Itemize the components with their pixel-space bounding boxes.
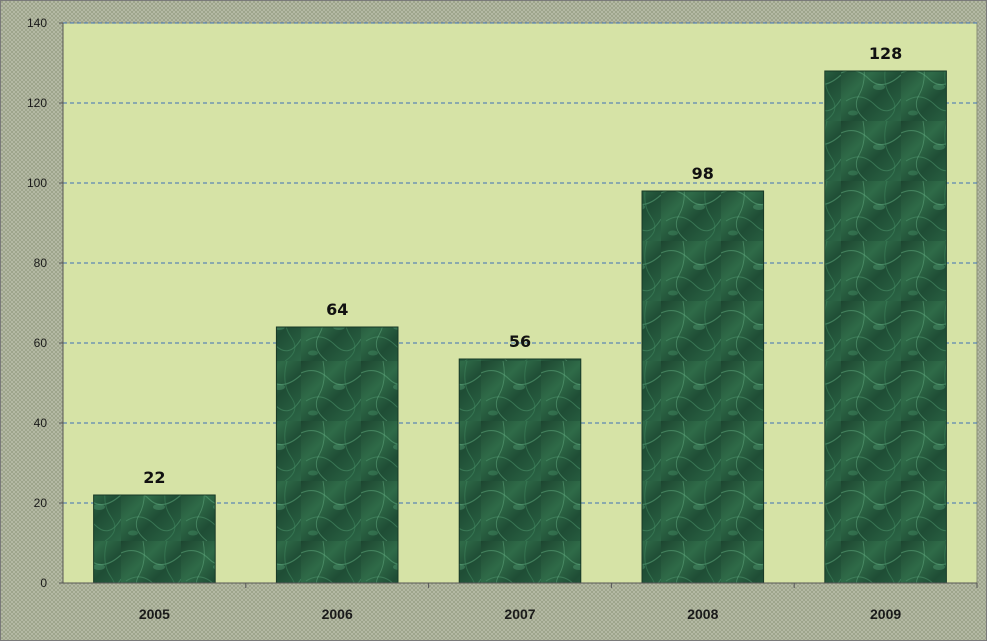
- x-axis: 2005 2006 2007 2008 2009: [63, 582, 978, 622]
- x-tick-label-2007: 2007: [504, 606, 535, 622]
- x-tick-label-2009: 2009: [870, 606, 901, 622]
- data-label-2007: 56: [509, 332, 531, 351]
- y-tick-label: 60: [34, 336, 48, 350]
- bar-2006: [275, 326, 399, 584]
- x-tick-label-2005: 2005: [139, 606, 170, 622]
- y-axis: 0 20 40 60 80 100 120 140: [27, 16, 64, 590]
- bars: [93, 70, 947, 584]
- y-tick-label: 0: [40, 576, 47, 590]
- x-tick-label-2006: 2006: [322, 606, 353, 622]
- data-label-2009: 128: [869, 44, 902, 63]
- x-tick-label-2008: 2008: [687, 606, 718, 622]
- bar-2005: [93, 494, 216, 584]
- data-label-2005: 22: [143, 468, 165, 487]
- bar-2009: [824, 70, 947, 584]
- data-labels: 22 64 56 98 128: [143, 44, 902, 487]
- y-tick-label: 140: [27, 16, 47, 30]
- y-tick-label: 40: [34, 416, 48, 430]
- bar-2008: [641, 190, 765, 584]
- y-tick-label: 120: [27, 96, 47, 110]
- bar-2007: [458, 358, 582, 584]
- y-tick-label: 100: [27, 176, 47, 190]
- data-label-2006: 64: [326, 300, 348, 319]
- data-label-2008: 98: [692, 164, 714, 183]
- y-tick-label: 80: [34, 256, 48, 270]
- y-tick-label: 20: [34, 496, 48, 510]
